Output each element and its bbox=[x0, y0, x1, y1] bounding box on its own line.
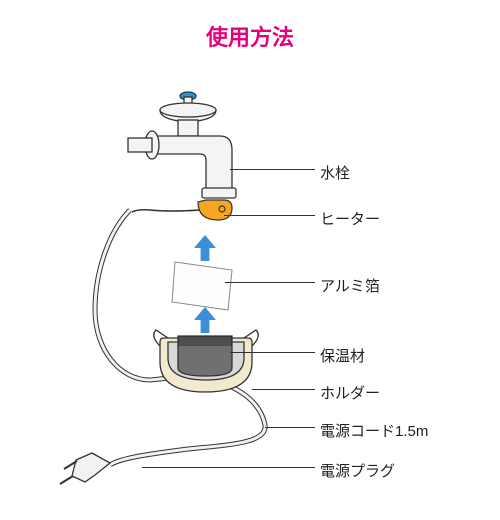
power-plug-icon bbox=[60, 453, 110, 484]
leader-faucet bbox=[230, 169, 315, 170]
label-insulation: 保温材 bbox=[320, 345, 365, 366]
leader-holder bbox=[252, 389, 315, 390]
heater-icon bbox=[132, 200, 232, 220]
leader-foil bbox=[225, 282, 315, 283]
leader-insulation bbox=[230, 352, 315, 353]
label-foil: アルミ箔 bbox=[320, 275, 380, 296]
page-title: 使用方法 bbox=[0, 20, 500, 52]
leader-cord bbox=[265, 427, 315, 428]
holder-icon bbox=[154, 330, 259, 392]
label-cord: 電源コード1.5m bbox=[320, 420, 428, 441]
leader-plug bbox=[142, 467, 315, 468]
faucet-icon bbox=[128, 92, 236, 198]
label-holder: ホルダー bbox=[320, 382, 380, 403]
leader-heater bbox=[224, 215, 315, 216]
diagram-stage: 水栓 ヒーター アルミ箔 保温材 ホルダー 電源コード1.5m 電源プラグ bbox=[0, 80, 500, 520]
diagram-svg bbox=[0, 80, 500, 520]
label-plug: 電源プラグ bbox=[320, 460, 395, 481]
foil-icon bbox=[172, 262, 232, 310]
label-faucet: 水栓 bbox=[320, 162, 350, 183]
label-heater: ヒーター bbox=[320, 208, 380, 229]
